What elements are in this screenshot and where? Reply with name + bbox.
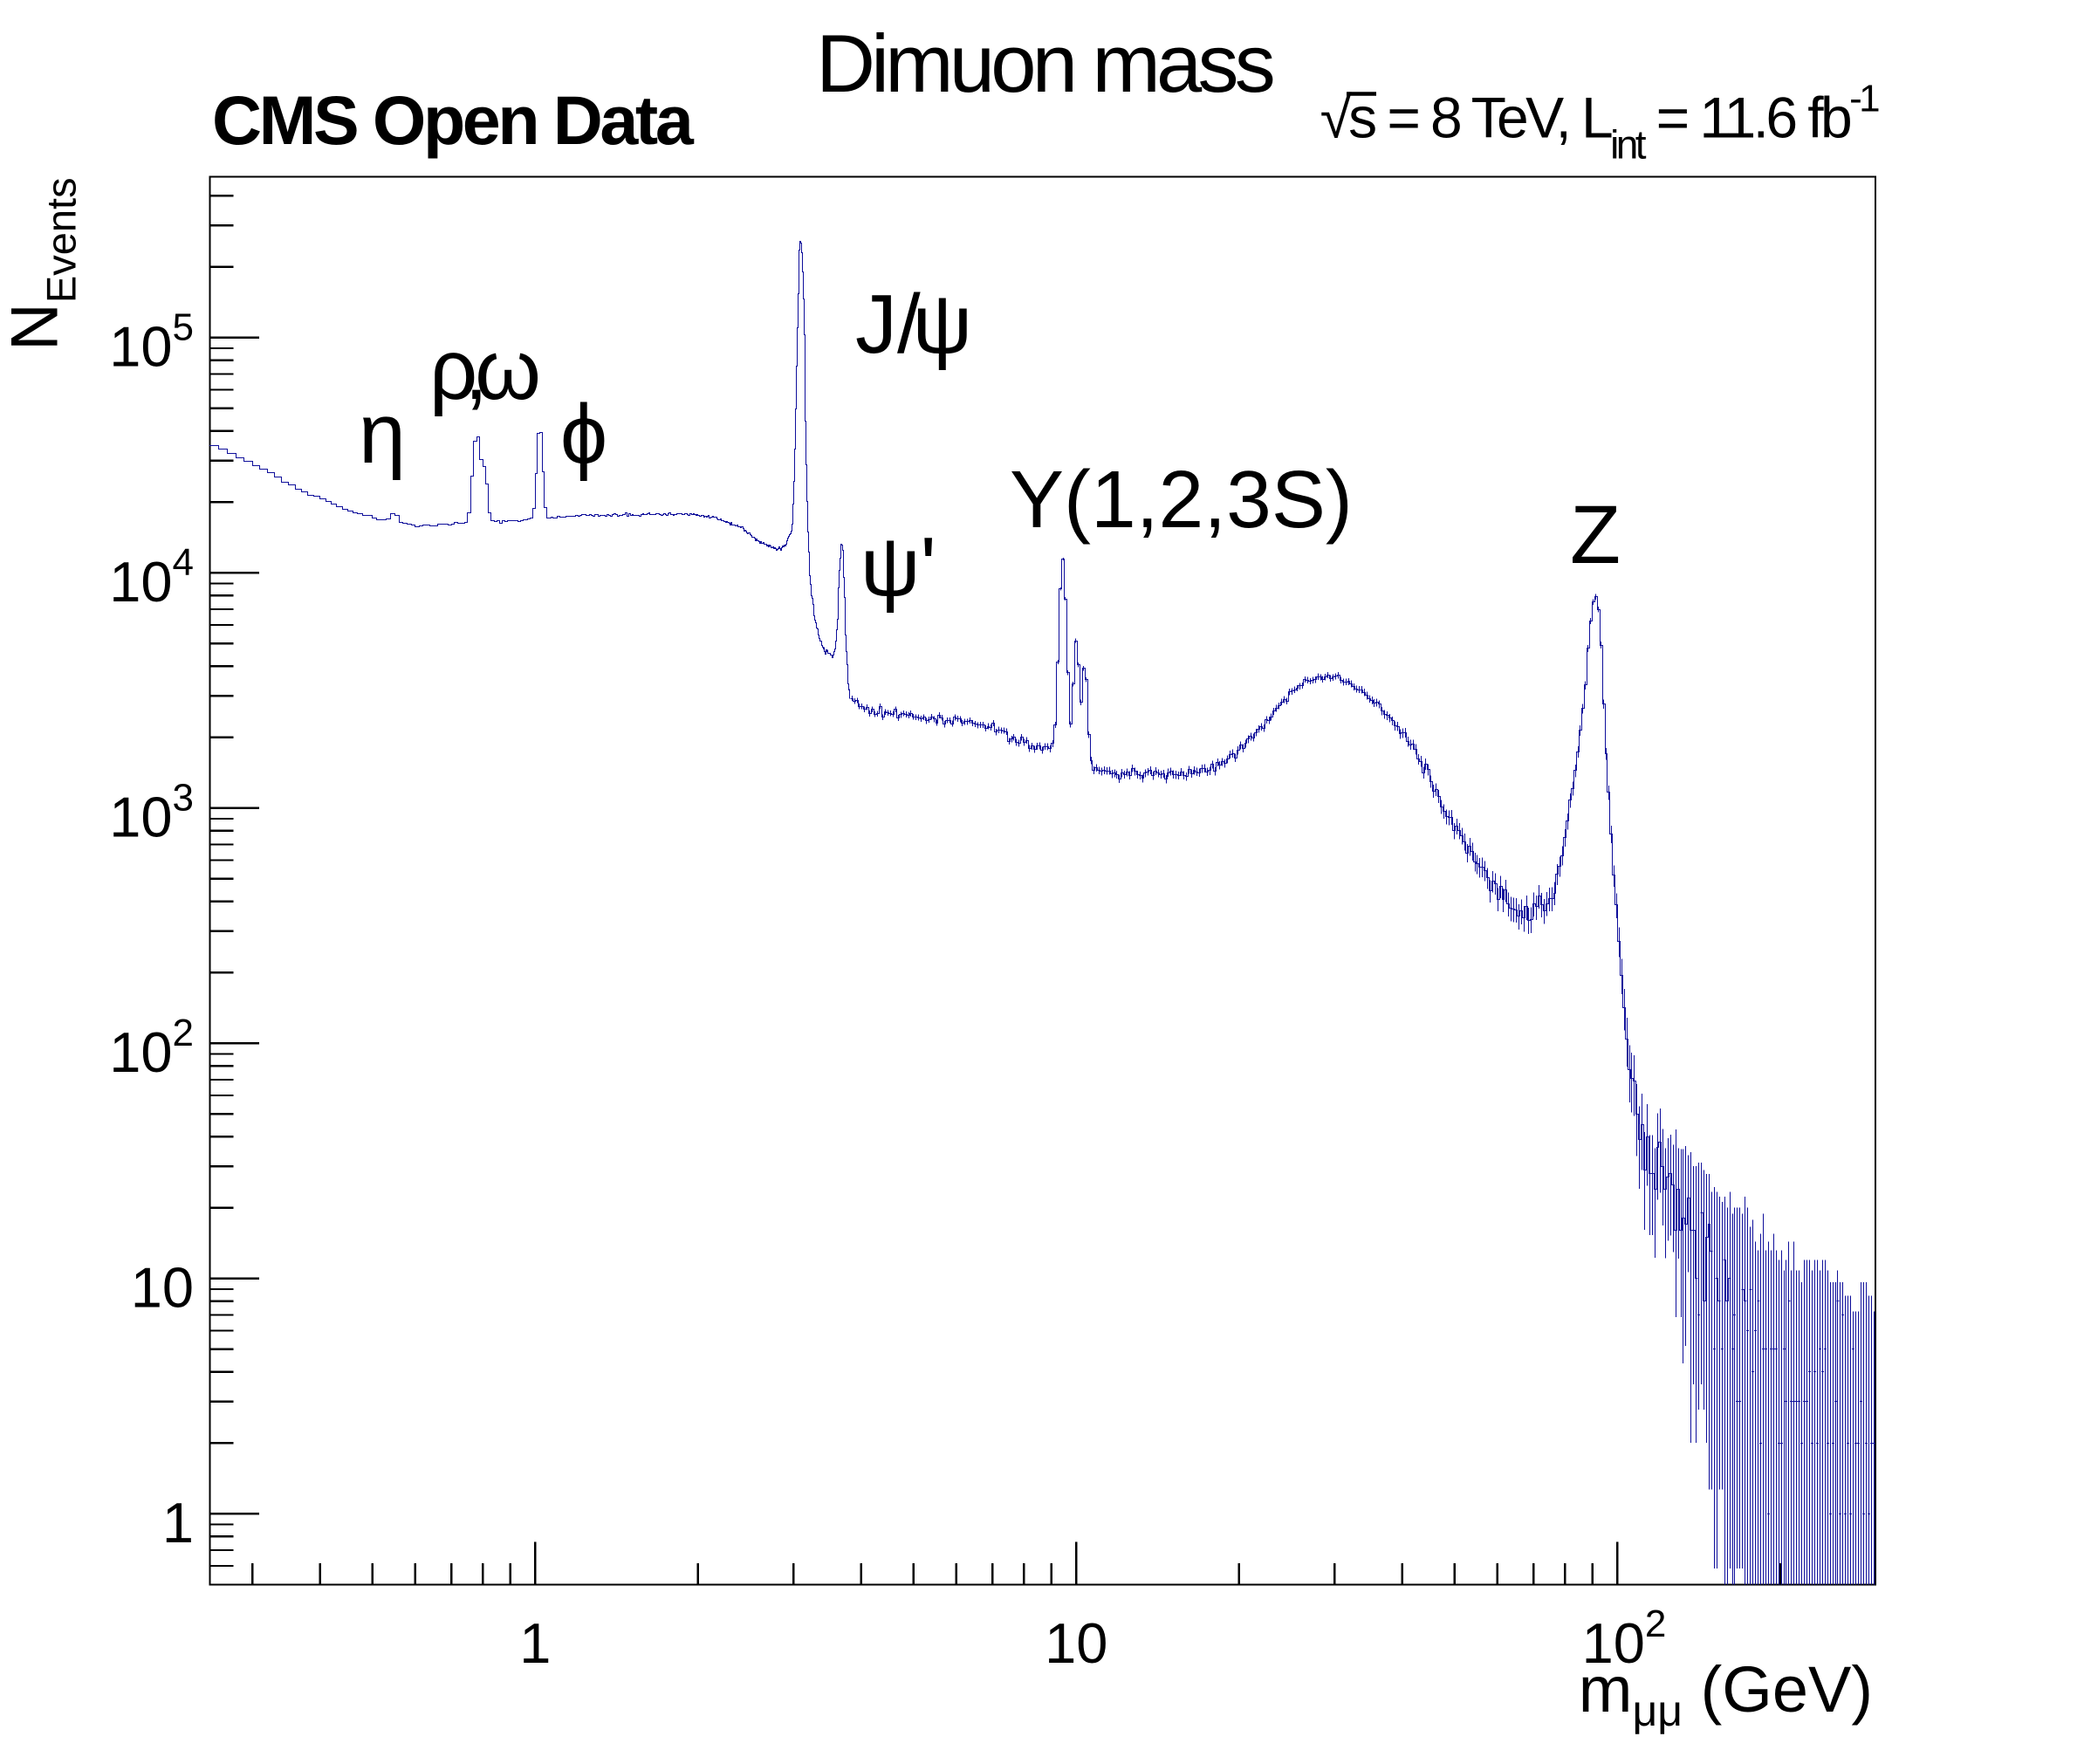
svg-text:CMS Open Data: CMS Open Data xyxy=(212,81,695,159)
svg-text:Dimuon mass: Dimuon mass xyxy=(816,17,1273,109)
svg-text:mμμ (GeV): mμμ (GeV) xyxy=(1579,1653,1873,1735)
svg-text:10: 10 xyxy=(131,1256,194,1320)
svg-text:Z: Z xyxy=(1570,489,1621,581)
svg-text:1: 1 xyxy=(519,1611,551,1675)
svg-text:10: 10 xyxy=(1045,1611,1107,1675)
svg-text:1: 1 xyxy=(162,1491,194,1555)
svg-text:ρ,ω: ρ,ω xyxy=(429,322,541,417)
svg-text:η: η xyxy=(359,386,406,481)
svg-text:ϕ: ϕ xyxy=(560,387,607,482)
svg-text:105: 105 xyxy=(109,306,194,379)
svg-text:J/ψ: J/ψ xyxy=(855,278,972,371)
svg-text:102: 102 xyxy=(1582,1603,1667,1675)
svg-text:Y(1,2,3S): Y(1,2,3S) xyxy=(1010,454,1353,545)
svg-text:ψ': ψ' xyxy=(860,520,936,614)
